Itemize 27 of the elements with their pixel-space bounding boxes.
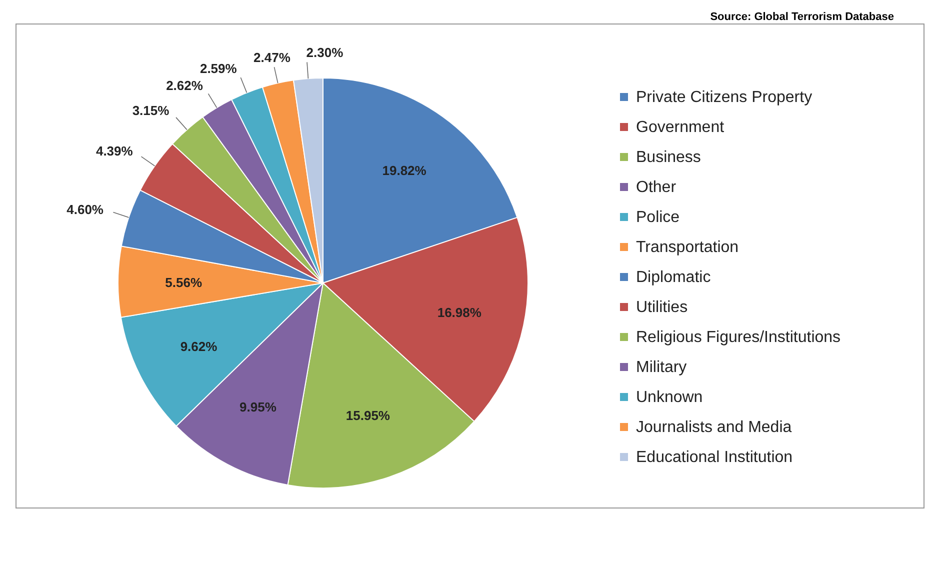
source-note: Source: Global Terrorism Database	[710, 11, 894, 23]
data-label: 19.82%	[382, 162, 427, 178]
data-label: 9.62%	[180, 339, 218, 354]
data-label: 2.62%	[166, 78, 204, 93]
legend-label: Utilities	[636, 299, 688, 316]
data-label: 2.47%	[254, 50, 291, 66]
legend-label: Other	[636, 179, 677, 196]
legend-label: Military	[636, 359, 687, 376]
data-label: 9.95%	[240, 399, 277, 414]
legend-label: Government	[636, 119, 725, 136]
legend-label: Diplomatic	[636, 269, 711, 286]
legend-label: Transportation	[636, 239, 739, 256]
data-label: 2.30%	[306, 44, 344, 60]
data-label: 4.39%	[96, 144, 134, 159]
data-label: 16.98%	[437, 304, 482, 320]
data-label: 3.15%	[132, 102, 170, 118]
legend-label: Unknown	[636, 389, 703, 406]
legend-label: Business	[636, 149, 701, 166]
data-label: 5.56%	[165, 275, 202, 290]
legend-label: Private Citizens Property	[636, 89, 812, 106]
legend-label: Religious Figures/Institutions	[636, 329, 841, 346]
legend-label: Educational Institution	[636, 449, 793, 466]
data-label: 2.59%	[200, 60, 238, 76]
legend-label: Journalists and Media	[636, 419, 792, 436]
data-label: 4.60%	[66, 202, 104, 217]
legend-label: Police	[636, 209, 680, 226]
data-label: 15.95%	[346, 408, 390, 423]
